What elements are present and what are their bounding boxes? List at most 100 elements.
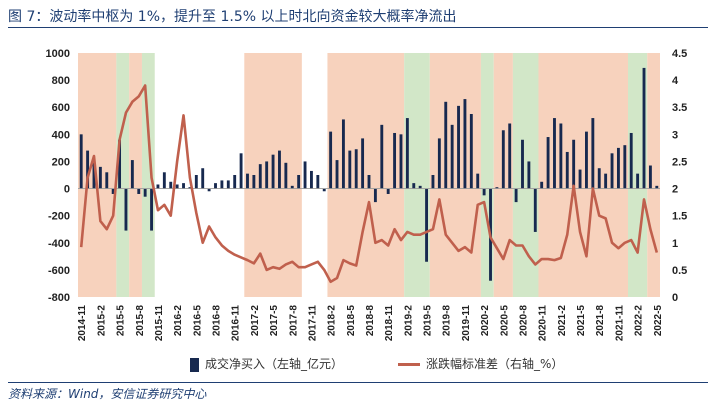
- bar: [361, 138, 365, 189]
- bar: [418, 185, 422, 189]
- bar: [501, 130, 505, 189]
- x-tick-label: 2016-5: [192, 305, 203, 337]
- bar: [226, 180, 230, 189]
- bar: [316, 175, 320, 189]
- bar: [162, 172, 166, 189]
- bar: [655, 185, 659, 189]
- x-tick-label: 2019-5: [423, 305, 434, 337]
- bar: [252, 175, 256, 189]
- shaded-period-green: [512, 53, 539, 297]
- x-tick-label: 2022-2: [634, 305, 645, 337]
- bar: [118, 139, 122, 189]
- x-tick-label: 2015-5: [116, 305, 127, 337]
- bar: [553, 118, 556, 189]
- bar: [373, 188, 377, 203]
- left-axis-tick-label: -600: [48, 265, 70, 277]
- left-axis-tick-label: 1000: [46, 48, 70, 60]
- bar: [124, 188, 128, 231]
- x-tick-label: 2015-11: [154, 305, 165, 342]
- bar: [156, 184, 160, 189]
- x-tick-label: 2016-11: [231, 305, 242, 342]
- bar: [444, 101, 448, 189]
- bar: [297, 175, 301, 189]
- bar: [540, 181, 544, 189]
- x-tick-label: 2019-11: [461, 305, 472, 342]
- x-tick-label: 2020-5: [499, 305, 510, 337]
- bar: [648, 165, 652, 189]
- bar: [233, 175, 237, 189]
- source-note: 资料来源：Wind，安信证券研究中心: [8, 387, 207, 401]
- right-axis-tick-label: 3.5: [672, 102, 687, 114]
- x-tick-label: 2021-5: [576, 305, 587, 337]
- left-axis-tick-label: 600: [52, 102, 70, 114]
- bar: [437, 138, 441, 189]
- right-axis-tick-label: 1.5: [672, 211, 687, 223]
- left-axis-tick-label: 400: [52, 129, 70, 141]
- bar: [284, 162, 288, 189]
- bar: [137, 188, 141, 194]
- x-tick-label: 2017-11: [307, 305, 318, 342]
- bar: [169, 181, 173, 189]
- bar: [386, 188, 390, 194]
- bar: [572, 139, 576, 189]
- bar: [182, 183, 185, 189]
- bar: [636, 173, 640, 189]
- bar: [393, 132, 397, 189]
- x-tick-label: 2018-8: [365, 305, 376, 337]
- left-axis-tick-label: 200: [52, 156, 70, 168]
- shaded-period-orange: [78, 53, 117, 297]
- legend-line-swatch: [398, 363, 420, 366]
- shaded-period-orange: [647, 53, 660, 297]
- x-tick-label: 2022-5: [653, 305, 664, 337]
- bar: [220, 180, 224, 189]
- bar: [585, 131, 588, 189]
- bar: [629, 132, 633, 189]
- right-axis-tick-label: 4: [672, 75, 679, 87]
- bar: [457, 105, 460, 189]
- bar: [508, 123, 512, 189]
- bar: [194, 175, 198, 189]
- bar: [290, 185, 294, 189]
- x-tick-label: 2017-5: [269, 305, 280, 337]
- bar: [175, 184, 179, 189]
- x-tick-label: 2020-8: [518, 305, 529, 337]
- bar: [79, 134, 83, 189]
- title-divider: [8, 27, 708, 28]
- x-tick-label: 2019-2: [403, 305, 414, 337]
- bar: [450, 124, 454, 189]
- bar: [597, 168, 601, 189]
- x-tick-label: 2015-8: [135, 305, 146, 337]
- right-axis-tick-label: 2: [672, 184, 678, 196]
- right-axis-tick-label: 1: [672, 238, 678, 250]
- chart-canvas: -800 -600 -400 -200 0 200 400 600 800 1000 0 0.5 1 1.…: [46, 48, 688, 342]
- bar: [214, 183, 217, 189]
- bar: [559, 123, 563, 189]
- legend-item-line: 涨跌幅标准差（右轴_%）: [398, 355, 563, 372]
- x-tick-label: 2021-8: [595, 305, 606, 337]
- bar: [604, 173, 608, 189]
- bar: [578, 169, 582, 189]
- bar: [623, 145, 627, 189]
- legend-item-bars: 成交净买入（左轴_亿元）: [190, 355, 343, 372]
- bar: [271, 154, 275, 189]
- right-axis-tick-label: 0: [672, 292, 678, 304]
- bar: [143, 188, 147, 197]
- line-series: [79, 84, 659, 284]
- bar: [188, 187, 192, 189]
- x-tick-label: 2018-11: [384, 305, 395, 342]
- bar: [265, 161, 269, 189]
- bar: [86, 150, 90, 189]
- x-tick-label: 2019-8: [442, 305, 453, 337]
- shaded-period-green: [141, 53, 155, 297]
- bar: [239, 153, 243, 189]
- x-tick-label: 2020-11: [538, 305, 549, 342]
- bar: [495, 187, 499, 189]
- bar: [591, 118, 595, 189]
- legend-bar-label: 成交净买入（左轴_亿元）: [205, 357, 344, 371]
- bar: [341, 119, 345, 189]
- bar: [527, 161, 531, 189]
- bar: [463, 99, 467, 189]
- legend-bar-swatch: [190, 357, 199, 372]
- x-tick-label: 2020-2: [480, 305, 491, 337]
- x-tick-label: 2021-11: [614, 305, 625, 342]
